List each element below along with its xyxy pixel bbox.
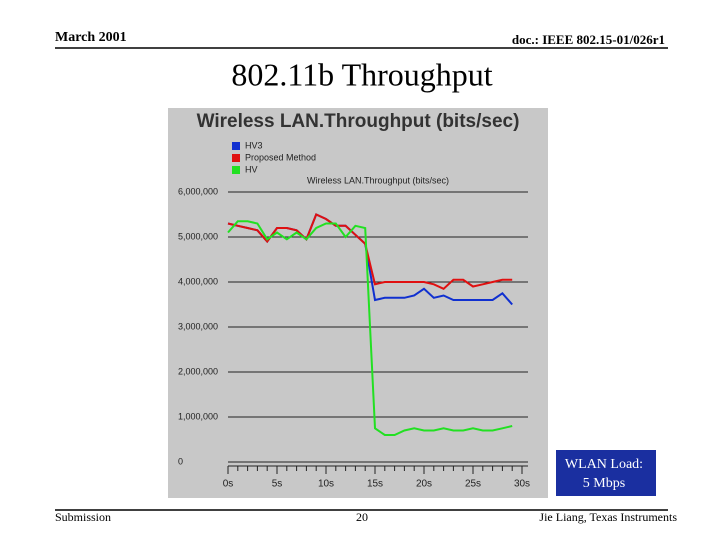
x-tick-label: 20s — [416, 479, 432, 490]
y-tick-label: 6,000,000 — [178, 186, 218, 196]
y-tick-label: 1,000,000 — [178, 411, 218, 421]
legend-label: HV — [245, 164, 258, 174]
x-tick-label: 25s — [465, 479, 481, 490]
annotation: WLAN Load: — [565, 457, 643, 472]
page-number: 20 — [356, 510, 368, 524]
y-tick-label: 2,000,000 — [178, 366, 218, 376]
x-tick-label: 15s — [367, 479, 383, 490]
x-tick-label: 0s — [223, 479, 234, 490]
plot: 0 1,000,000 2,000,000 3,000,000 4,000,000 5,0… — [178, 140, 530, 489]
footer-right: Jie Liang, Texas Instruments — [539, 510, 677, 524]
x-tick-label: 10s — [318, 479, 334, 490]
chart-subtitle: Wireless LAN.Throughput (bits/sec) — [307, 175, 449, 185]
legend-swatch — [232, 154, 240, 162]
legend-label: Proposed Method — [245, 152, 316, 162]
doc-id: doc.: IEEE 802.15-01/026r1 — [512, 32, 665, 47]
chart-title: Wireless LAN.Throughput (bits/sec) — [197, 111, 520, 132]
y-tick-label: 3,000,000 — [178, 321, 218, 331]
footer-left: Submission — [55, 510, 111, 524]
chart-panel — [168, 108, 548, 498]
legend-swatch — [232, 142, 240, 150]
y-tick-label: 0 — [178, 456, 183, 466]
y-tick-label: 4,000,000 — [178, 276, 218, 286]
x-tick-label: 30s — [514, 479, 530, 490]
annotation-box — [556, 450, 656, 496]
series-line — [227, 220, 513, 436]
x-tick-label: 5s — [272, 479, 283, 490]
legend-label: HV3 — [245, 140, 263, 150]
annotation: 5 Mbps — [583, 476, 625, 491]
heading: 802.11b Throughput — [231, 56, 492, 92]
date: March 2001 — [55, 30, 127, 45]
series-line — [227, 213, 513, 290]
y-tick-label: 5,000,000 — [178, 231, 218, 241]
legend-swatch — [232, 166, 240, 174]
